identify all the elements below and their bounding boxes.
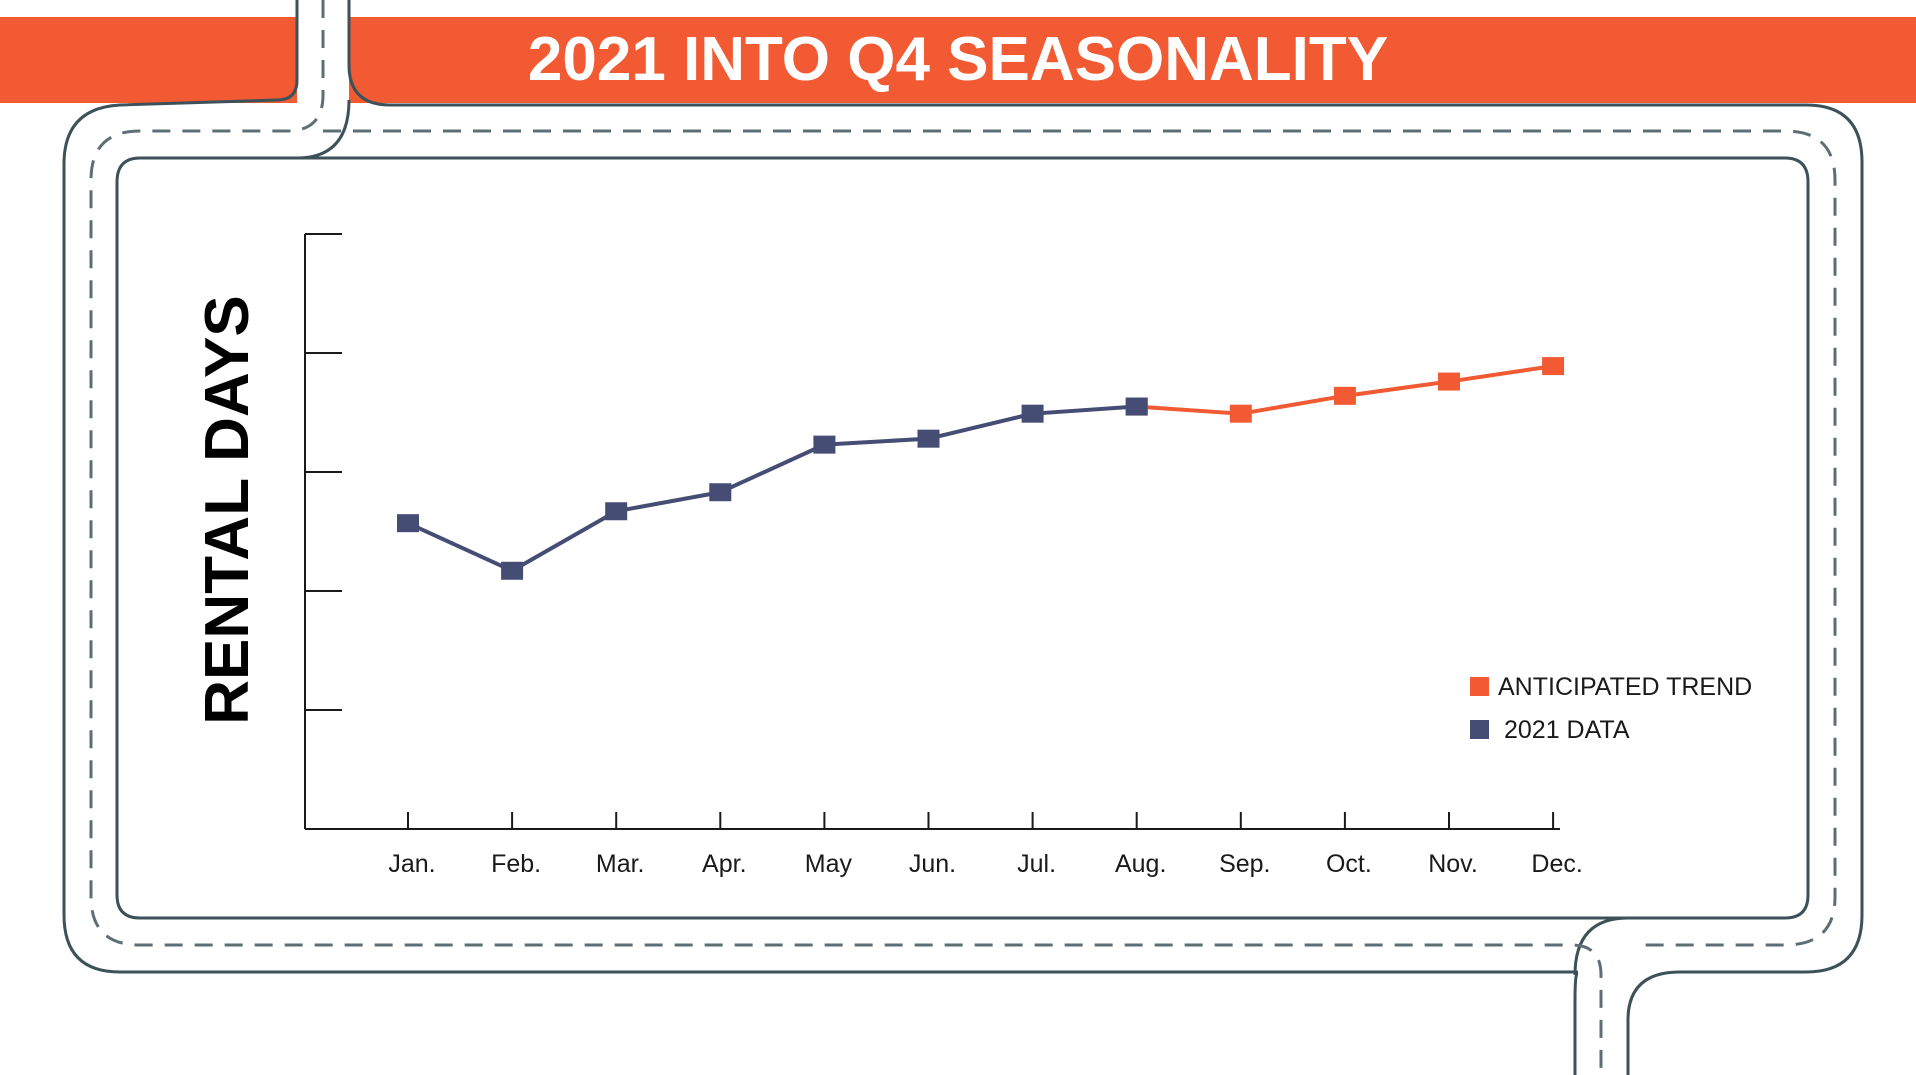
data-point-jan bbox=[397, 514, 419, 533]
data-point-jul bbox=[1021, 404, 1044, 423]
data-point-nov bbox=[1438, 372, 1460, 391]
series-2021-data bbox=[397, 397, 1148, 580]
data-point-feb bbox=[501, 561, 524, 580]
y-axis-ticks bbox=[305, 233, 342, 711]
legend-swatch-anticipated-trend bbox=[1470, 677, 1489, 696]
road-lines bbox=[62, 0, 1864, 1075]
legend: ANTICIPATED TREND 2021 DATA bbox=[1470, 673, 1752, 744]
y-axis-title: RENTAL DAYS bbox=[193, 295, 262, 725]
series-layer bbox=[397, 357, 1565, 580]
series-anticipated-trend bbox=[1125, 357, 1565, 423]
data-point-dec bbox=[1542, 357, 1565, 376]
road-inner-connector-top bbox=[296, 99, 351, 160]
data-point-sep bbox=[1229, 404, 1252, 423]
x-tick-label: Apr. bbox=[702, 850, 746, 878]
data-point-jun bbox=[917, 429, 940, 448]
data-point-oct bbox=[1333, 386, 1356, 405]
page-title: 2021 INTO Q4 SEASONALITY bbox=[527, 25, 1389, 94]
x-tick-label: Jun. bbox=[909, 850, 956, 878]
road-outer-line bbox=[62, 0, 1580, 1075]
road-inner-connector-bottom bbox=[1573, 916, 1629, 976]
data-point-may bbox=[813, 435, 836, 454]
road-center-dash-right bbox=[323, 129, 1837, 947]
x-tick-label: Jan. bbox=[388, 850, 435, 878]
legend-swatch-2021-data bbox=[1470, 720, 1489, 739]
data-point-aug bbox=[1125, 397, 1148, 416]
x-tick-label: Sep. bbox=[1219, 850, 1270, 878]
road-outer-line-right bbox=[347, 0, 1864, 1075]
x-tick-label: May bbox=[805, 850, 853, 878]
data-point-mar bbox=[605, 502, 628, 521]
x-tick-label: Aug. bbox=[1115, 850, 1166, 878]
x-tick-label: Nov. bbox=[1428, 850, 1478, 878]
road-center-dash bbox=[89, 0, 1603, 1075]
axes bbox=[304, 234, 1560, 830]
x-tick-label: Oct. bbox=[1326, 850, 1372, 878]
x-tick-label: Jul. bbox=[1017, 850, 1056, 878]
legend-label-anticipated-trend: ANTICIPATED TREND bbox=[1498, 673, 1752, 701]
series-line-2021-data bbox=[407, 404, 1137, 573]
road-inner-line bbox=[115, 156, 1810, 920]
x-tick-label: Feb. bbox=[491, 850, 541, 878]
x-tick-label: Mar. bbox=[596, 850, 645, 878]
x-tick-label: Dec. bbox=[1531, 850, 1582, 878]
legend-label-2021-data: 2021 DATA bbox=[1504, 716, 1630, 744]
x-axis-ticks: Jan. Feb. Mar. Apr. May Jun. Jul. Aug. Sep. Oct. N… bbox=[388, 812, 1583, 878]
data-point-apr bbox=[709, 483, 732, 502]
